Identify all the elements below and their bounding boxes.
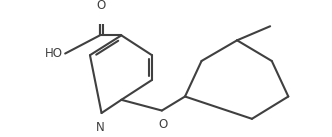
Text: HO: HO — [45, 47, 63, 60]
Text: N: N — [96, 121, 105, 134]
Text: O: O — [158, 118, 167, 131]
Text: O: O — [96, 0, 105, 12]
